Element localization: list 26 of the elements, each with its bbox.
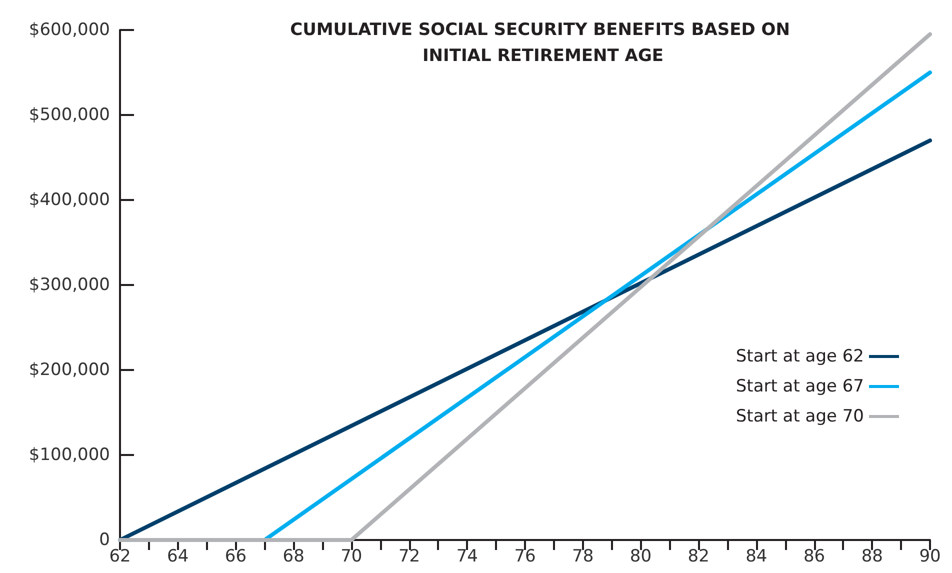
x-tick-label: 78 (572, 546, 594, 566)
chart-title: CUMULATIVE SOCIAL SECURITY BENEFITS BASED ON INITIAL RETIREMENT AGE (290, 20, 796, 66)
x-tick-label: 66 (224, 546, 247, 566)
x-tick-label: 64 (167, 546, 189, 566)
x-tick-label: 86 (803, 546, 826, 566)
x-tick-label: 90 (919, 546, 941, 566)
x-tick-label: 74 (456, 546, 478, 566)
x-tick-label: 76 (514, 546, 536, 566)
x-tick-label: 84 (746, 546, 768, 566)
y-tick-label: $600,000 (28, 20, 110, 40)
y-tick-label: 0 (99, 530, 110, 550)
x-tick-label: 62 (109, 546, 131, 566)
x-tick-label: 82 (688, 546, 710, 566)
x-tick-label: 88 (861, 546, 883, 566)
y-tick-label: $100,000 (28, 445, 110, 465)
y-tick-label: $500,000 (28, 105, 110, 125)
x-tick-label: 72 (398, 546, 420, 566)
y-tick-label: $300,000 (28, 275, 110, 295)
legend-label: Start at age 70 (736, 406, 864, 426)
y-tick-label: $400,000 (28, 190, 110, 210)
legend-label: Start at age 62 (736, 346, 864, 366)
x-tick-label: 70 (340, 546, 362, 566)
legend-label: Start at age 67 (736, 376, 864, 396)
x-tick-label: 80 (630, 546, 652, 566)
y-tick-label: $200,000 (28, 360, 110, 380)
x-tick-label: 68 (282, 546, 304, 566)
